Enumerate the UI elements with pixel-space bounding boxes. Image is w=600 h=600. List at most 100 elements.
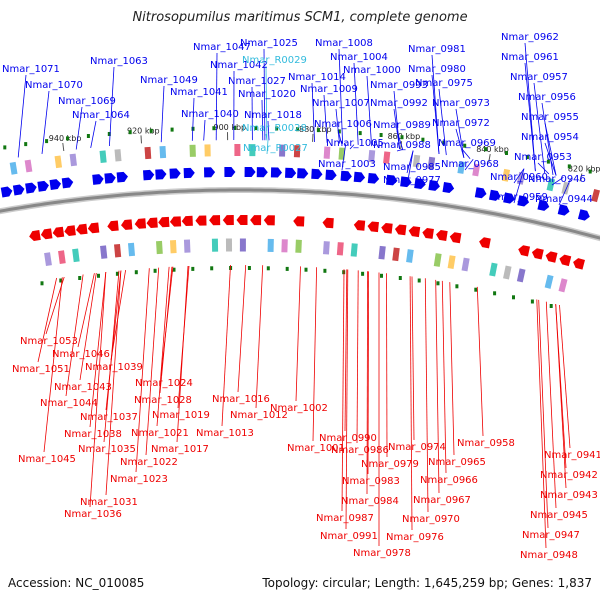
- gene-label: Nmar_1008: [315, 38, 373, 49]
- gc-marker: [40, 281, 44, 286]
- reverse-gene-arrow: [573, 258, 585, 270]
- gc-marker: [505, 151, 508, 155]
- forward-gene-arrow: [155, 169, 167, 180]
- gene-label: Nmar_1041: [170, 87, 228, 98]
- gc-marker: [128, 130, 132, 135]
- kbp-ticks: 940 kbp 920 kbp 900 kbp 880 kbp 860 kbp 840 k…: [49, 123, 600, 182]
- reverse-gene-arrow: [322, 217, 334, 229]
- forward-gene-arrow: [367, 172, 380, 184]
- reverse-gene-arrow: [394, 224, 407, 236]
- gc-marker: [316, 128, 320, 133]
- gc-marker: [3, 145, 7, 150]
- gene-label: Nmar_0954: [521, 132, 579, 143]
- reverse-gene-arrow: [76, 223, 88, 235]
- kbp-tick-mark: [140, 135, 142, 144]
- gc-marker: [115, 271, 119, 276]
- label-leader-line: [349, 144, 355, 150]
- cog-block: [169, 240, 177, 254]
- cog-block: [336, 242, 344, 256]
- gc-marker: [210, 266, 214, 271]
- cog-block: [295, 239, 302, 253]
- gc-marker: [436, 281, 440, 286]
- gene-label: Nmar_0975: [415, 78, 473, 89]
- gene-label: Nmar_0955: [521, 112, 579, 123]
- gene-label: Nmar_0977: [383, 175, 441, 186]
- label-leader-line: [537, 162, 550, 175]
- label-leader-line: [533, 82, 546, 174]
- gene-label: Nmar_0981: [408, 44, 466, 55]
- gene-label: Nmar_1020: [238, 89, 296, 100]
- gene-label: Nmar_1049: [140, 75, 198, 86]
- label-leader-line: [159, 266, 173, 394]
- reverse-gene-arrow: [195, 215, 207, 226]
- gc-marker: [172, 267, 176, 272]
- gc-marker: [588, 169, 592, 174]
- kbp-tick-mark: [488, 154, 491, 163]
- label-leader-line: [77, 273, 95, 348]
- gene-label: Nmar_1003: [318, 159, 376, 170]
- forward-gene-arrow: [577, 209, 590, 221]
- gene-label: Nmar_1024: [135, 378, 193, 389]
- label-leader-line: [441, 280, 447, 474]
- accession-text: Accession: NC_010085: [8, 576, 145, 590]
- gene-label: Nmar_1047: [193, 42, 251, 53]
- cog-block: [114, 243, 122, 258]
- gene-label: Nmar_0965: [428, 457, 486, 468]
- gc-marker: [567, 164, 571, 169]
- label-leader-line: [555, 304, 567, 489]
- gene-label: Nmar_0943: [540, 490, 598, 501]
- label-leader-line: [65, 274, 84, 397]
- gc-marker: [463, 143, 467, 148]
- gene-label: Nmar_0985: [383, 162, 441, 173]
- cog-block: [99, 150, 107, 163]
- label-leader-line: [37, 277, 57, 363]
- forward-gene-arrow: [244, 166, 256, 178]
- label-leader-line: [544, 122, 557, 176]
- reverse-gene-arrow: [107, 220, 119, 232]
- cog-block: [293, 145, 301, 158]
- cog-block: [279, 144, 286, 157]
- gene-label: Nmar_1071: [2, 64, 60, 75]
- forward-gene-arrow: [474, 187, 487, 199]
- forward-gene-arrow: [49, 179, 62, 190]
- cog-block: [267, 238, 274, 252]
- reverse-gene-arrow: [559, 254, 572, 267]
- forward-gene-arrow: [340, 170, 352, 182]
- cog-block: [323, 146, 331, 159]
- gc-marker: [358, 131, 362, 136]
- gc-marker: [337, 129, 341, 134]
- forward-gene-arrow: [169, 168, 181, 179]
- gene-label: Nmar_1014: [288, 72, 346, 83]
- gene-label: Nmar_1051: [12, 364, 70, 375]
- reverse-gene-arrow: [367, 221, 379, 233]
- gene-label: Nmar_0967: [413, 495, 471, 506]
- gene-label: Nmar_0992: [370, 98, 428, 109]
- gc-marker: [474, 287, 478, 292]
- gc-marker: [66, 136, 69, 141]
- gene-label: Nmar_0987: [316, 513, 374, 524]
- gene-label: Nmar_1046: [52, 349, 110, 360]
- gc-marker: [24, 142, 28, 147]
- kbp-tick-mark: [62, 142, 65, 152]
- gene-label: Nmar_0946: [528, 174, 586, 185]
- gene-label: Nmar_0990: [319, 433, 377, 444]
- forward-gene-arrow: [104, 172, 116, 184]
- label-leader-line: [393, 90, 400, 150]
- gene-label: Nmar_0948: [520, 550, 578, 561]
- gene-label: Nmar_1016: [212, 394, 270, 405]
- gene-label: Nmar_0980: [408, 64, 466, 75]
- gene-label: Nmar_R0028: [242, 123, 307, 134]
- gc-marker: [285, 266, 289, 271]
- label-leader-line: [366, 75, 372, 147]
- label-leader-line: [558, 178, 571, 206]
- cog-block: [368, 149, 376, 163]
- cog-block: [406, 249, 414, 263]
- forward-gene-arrow: [12, 184, 25, 196]
- gene-label: Nmar_0968: [441, 159, 499, 170]
- cog-block: [159, 145, 167, 159]
- label-leader-line: [267, 120, 270, 141]
- gc-marker: [546, 159, 550, 164]
- label-leader-line: [43, 277, 63, 453]
- label-leader-line: [344, 269, 348, 432]
- gene-label: Nmar_0989: [373, 120, 431, 131]
